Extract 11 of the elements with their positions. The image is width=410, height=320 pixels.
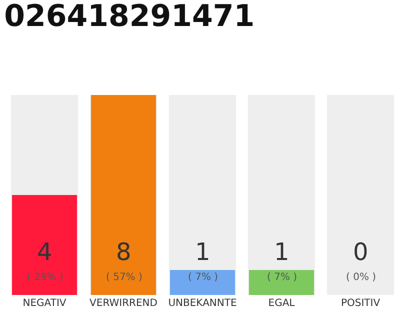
x-tick-label: POSITIV <box>340 298 380 309</box>
data-label: 0 ( 0% ) <box>346 238 376 283</box>
x-tick-label: EGAL <box>268 298 296 309</box>
chart-title: 026418291471 <box>4 0 255 34</box>
x-tick-label: VERWIRREND <box>90 298 158 309</box>
data-label: 1 ( 7% ) <box>267 238 298 283</box>
data-label: 1 ( 7% ) <box>188 238 218 283</box>
x-tick-label: NEGATIV <box>22 298 66 309</box>
data-label: 8 ( 57% ) <box>106 238 142 283</box>
x-tick-label: UNBEKANNTE <box>168 298 237 309</box>
data-label: 4 ( 29% ) <box>27 238 64 283</box>
